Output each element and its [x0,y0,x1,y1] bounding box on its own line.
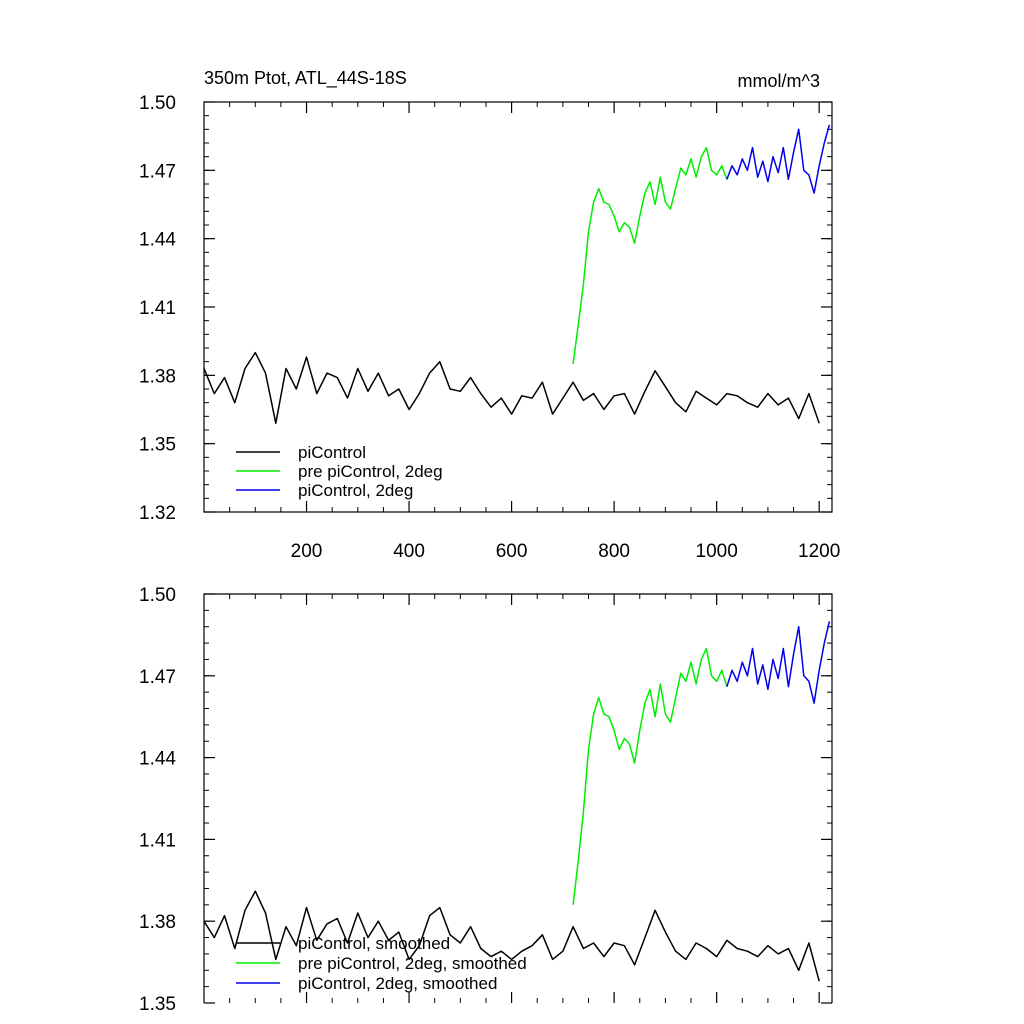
y-tick-label: 1.35 [139,435,176,456]
y-tick-label: 1.38 [139,912,176,933]
y-tick-label: 1.32 [139,503,176,524]
chart-panel-bottom: 1.35 1.38 1.41 1.44 1.47 1.50 piControl, smoo… [139,585,833,1015]
y-tick-label: 1.50 [139,585,176,606]
legend-label: piControl, smoothed [298,934,450,953]
units-label: mmol/m^3 [738,71,820,91]
series-line [726,621,831,704]
x-tick-label: 800 [598,541,630,562]
series-line [203,351,820,424]
legend-label: piControl [298,443,366,462]
y-tick-label: 1.35 [139,994,176,1015]
plot-frame-bottom [203,593,833,1003]
legend-label: piControl, 2deg [298,481,413,500]
x-tick-label: 1200 [798,541,840,562]
series-line [572,146,728,364]
legend-label: pre piControl, 2deg [298,462,443,481]
y-tick-label: 1.38 [139,366,176,387]
series-group-bottom [203,621,831,982]
legend-label: pre piControl, 2deg, smoothed [298,954,527,973]
y-tick-label: 1.41 [139,830,176,851]
series-line [203,890,820,982]
y-tick-label: 1.44 [139,749,176,770]
x-tick-label: 400 [393,541,425,562]
series-line [572,647,728,905]
y-tick-label: 1.47 [139,667,176,688]
y-tick-label: 1.50 [139,93,176,114]
y-tick-label: 1.47 [139,161,176,182]
chart-title: 350m Ptot, ATL_44S-18S [204,68,407,89]
x-tick-label: 1000 [696,541,738,562]
x-tick-label: 200 [291,541,323,562]
x-tick-label: 600 [496,541,528,562]
series-line [726,124,831,194]
y-tick-label: 1.41 [139,298,176,319]
series-group-top [203,124,831,424]
axis-ticks-bottom: 1.35 1.38 1.41 1.44 1.47 1.50 [139,585,832,1015]
legend-label: piControl, 2deg, smoothed [298,974,497,993]
axis-ticks-top: 1.32 1.35 1.38 1.41 1.44 1.47 1.50 200 400 600 800… [139,93,840,562]
chart-panel-top: 350m Ptot, ATL_44S-18S mmol/m^3 1.32 1.35… [139,68,840,562]
y-tick-label: 1.44 [139,230,176,251]
